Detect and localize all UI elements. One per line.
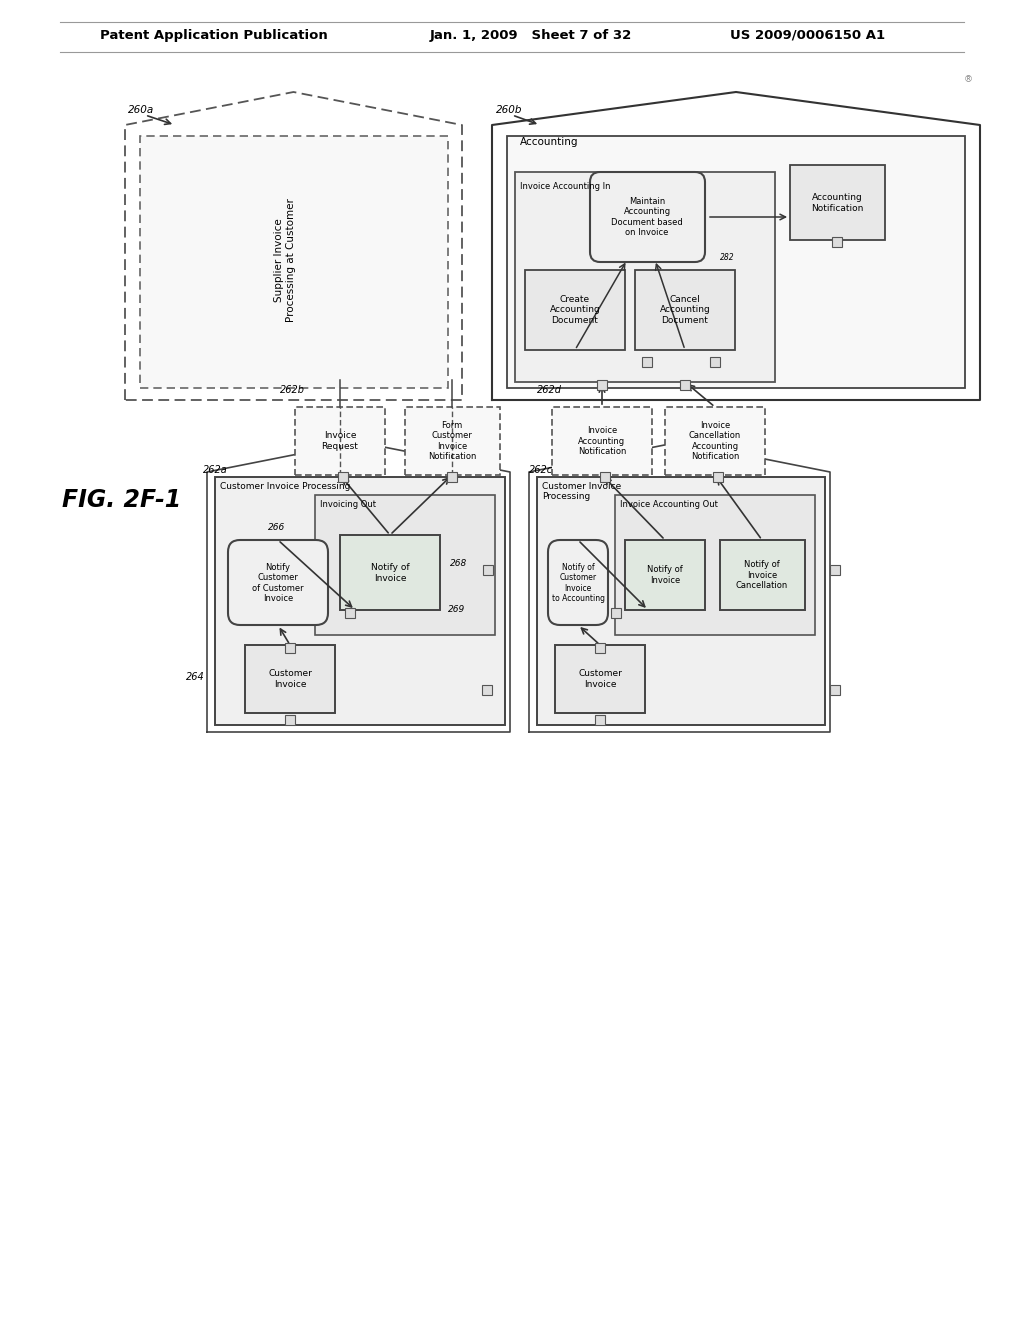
Bar <box>790 165 885 240</box>
Bar <box>713 473 723 482</box>
Text: 266: 266 <box>267 523 285 532</box>
Bar <box>483 565 493 576</box>
Bar <box>831 238 842 247</box>
Bar <box>597 380 607 389</box>
Text: Invoice Accounting Out: Invoice Accounting Out <box>620 500 718 510</box>
Bar <box>830 685 840 696</box>
Bar <box>447 473 457 482</box>
Text: Patent Application Publication: Patent Application Publication <box>100 29 328 41</box>
Bar <box>338 473 348 482</box>
Bar <box>552 407 652 475</box>
Text: Notify of
Invoice: Notify of Invoice <box>371 564 410 582</box>
Text: Create
Accounting
Document: Create Accounting Document <box>550 296 600 325</box>
Polygon shape <box>529 442 830 733</box>
Text: Customer
Invoice: Customer Invoice <box>579 669 622 689</box>
Bar <box>720 540 805 610</box>
Text: Invoicing Out: Invoicing Out <box>319 500 376 510</box>
Bar <box>595 715 605 725</box>
Bar <box>345 609 355 618</box>
Bar <box>642 356 652 367</box>
Bar <box>635 271 735 350</box>
Bar <box>482 685 492 696</box>
Text: Notify of
Invoice
Cancellation: Notify of Invoice Cancellation <box>736 560 788 590</box>
Text: Maintain
Accounting
Document based
on Invoice: Maintain Accounting Document based on In… <box>611 197 683 238</box>
Bar <box>140 136 449 388</box>
Bar <box>340 535 440 610</box>
Polygon shape <box>492 92 980 400</box>
Text: Supplier Invoice
Processing at Customer: Supplier Invoice Processing at Customer <box>274 198 296 322</box>
Text: 282: 282 <box>720 253 734 263</box>
Text: 262a: 262a <box>203 465 227 475</box>
Text: 260b: 260b <box>496 106 522 115</box>
Text: Notify of
Customer
Invoice
to Accounting: Notify of Customer Invoice to Accounting <box>552 562 604 603</box>
Text: Invoice
Accounting
Notification: Invoice Accounting Notification <box>578 426 627 455</box>
Bar <box>537 477 825 725</box>
Bar <box>285 715 295 725</box>
Bar <box>680 380 690 389</box>
Text: Accounting: Accounting <box>520 137 579 147</box>
Bar <box>830 565 840 576</box>
Text: Customer Invoice Processing: Customer Invoice Processing <box>220 482 350 491</box>
Bar <box>245 645 335 713</box>
Bar <box>595 643 605 653</box>
Text: 264: 264 <box>186 672 205 682</box>
FancyBboxPatch shape <box>548 540 608 624</box>
Bar <box>406 407 500 475</box>
Text: Form
Customer
Invoice
Notification: Form Customer Invoice Notification <box>428 421 476 461</box>
Bar <box>285 643 295 653</box>
Bar <box>507 136 965 388</box>
Bar <box>665 407 765 475</box>
Bar <box>555 645 645 713</box>
Text: Customer
Invoice: Customer Invoice <box>268 669 312 689</box>
Text: 260a: 260a <box>128 106 155 115</box>
Bar <box>600 473 610 482</box>
Text: ®: ® <box>964 75 973 84</box>
Text: 262b: 262b <box>280 385 305 395</box>
FancyBboxPatch shape <box>228 540 328 624</box>
Bar <box>615 495 815 635</box>
Bar <box>710 356 720 367</box>
Bar <box>611 609 621 618</box>
Polygon shape <box>125 92 462 400</box>
Bar <box>525 271 625 350</box>
Text: Notify
Customer
of Customer
Invoice: Notify Customer of Customer Invoice <box>252 562 304 603</box>
Bar <box>215 477 505 725</box>
Text: 262c: 262c <box>529 465 553 475</box>
Bar <box>515 172 775 381</box>
Bar <box>315 495 495 635</box>
Text: Cancel
Accounting
Document: Cancel Accounting Document <box>659 296 711 325</box>
Text: Accounting
Notification: Accounting Notification <box>811 193 863 213</box>
Text: Jan. 1, 2009   Sheet 7 of 32: Jan. 1, 2009 Sheet 7 of 32 <box>430 29 632 41</box>
Text: 268: 268 <box>450 558 467 568</box>
Text: Invoice
Cancellation
Accounting
Notification: Invoice Cancellation Accounting Notifica… <box>689 421 741 461</box>
FancyBboxPatch shape <box>590 172 705 261</box>
Bar <box>625 540 705 610</box>
Bar <box>295 407 385 475</box>
Text: Notify of
Invoice: Notify of Invoice <box>647 565 683 585</box>
Text: US 2009/0006150 A1: US 2009/0006150 A1 <box>730 29 885 41</box>
Text: 269: 269 <box>449 606 465 615</box>
Text: FIG. 2F-1: FIG. 2F-1 <box>62 488 181 512</box>
Text: 262d: 262d <box>537 385 562 395</box>
Text: Invoice Accounting In: Invoice Accounting In <box>520 182 610 191</box>
Polygon shape <box>207 442 510 733</box>
Text: Invoice
Request: Invoice Request <box>322 432 358 450</box>
Text: Customer Invoice
Processing: Customer Invoice Processing <box>542 482 622 502</box>
